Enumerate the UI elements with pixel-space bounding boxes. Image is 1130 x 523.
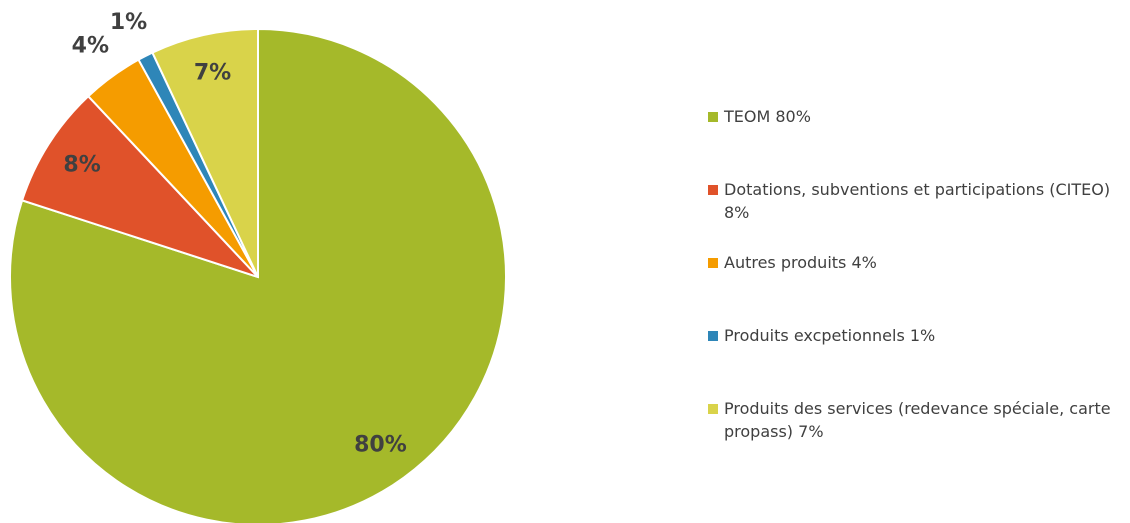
legend-label: Produits excpetionnels 1% (724, 326, 936, 345)
data-label: 8% (63, 152, 100, 177)
legend-entry: Produits excpetionnels 1% (708, 324, 1118, 347)
legend-label: TEOM 80% (724, 107, 811, 126)
legend-entry: Dotations, subventions et participations… (708, 178, 1118, 224)
legend-swatch (708, 258, 718, 268)
legend-swatch (708, 331, 718, 341)
data-label: 7% (194, 61, 231, 86)
pie-slice (151, 27, 259, 278)
data-label: 4% (72, 33, 109, 58)
legend-entry: TEOM 80% (708, 105, 1118, 128)
pie-slice (20, 94, 259, 278)
legend-entry: Produits des services (redevance spécial… (708, 397, 1118, 443)
legend-label: Autres produits 4% (724, 253, 877, 272)
legend-swatch (708, 404, 718, 414)
pie-slice (9, 27, 507, 523)
data-label: 1% (110, 10, 147, 35)
legend-label: Dotations, subventions et participations… (724, 180, 1111, 222)
legend-label: Produits des services (redevance spécial… (724, 399, 1111, 441)
legend-swatch (708, 185, 718, 195)
data-label: 80% (354, 433, 407, 458)
legend-swatch (708, 112, 718, 122)
legend-entry: Autres produits 4% (708, 251, 1118, 274)
